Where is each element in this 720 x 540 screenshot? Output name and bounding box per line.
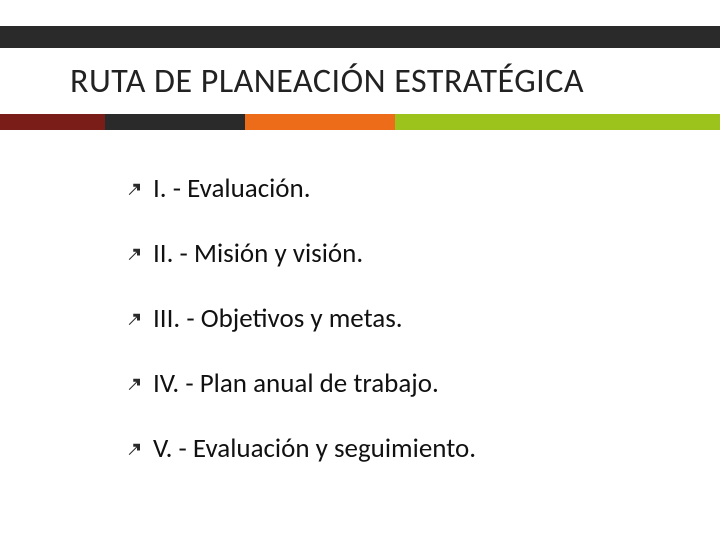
list-item: II. - Misión y visión. (125, 237, 476, 270)
list-item-text: V. - Evaluación y seguimiento. (153, 432, 476, 465)
arrow-up-right-icon (125, 245, 143, 263)
accent-segment-1 (105, 114, 245, 130)
list-item-text: III. - Objetivos y metas. (153, 302, 403, 335)
slide: RUTA DE PLANEACIÓN ESTRATÉGICA I. - Eval… (0, 0, 720, 540)
list-item: I. - Evaluación. (125, 172, 476, 205)
list-item: IV. - Plan anual de trabajo. (125, 367, 476, 400)
arrow-up-right-icon (125, 375, 143, 393)
header-top-band (0, 26, 720, 48)
list-item-text: IV. - Plan anual de trabajo. (153, 367, 439, 400)
accent-segment-2 (245, 114, 395, 130)
list-item: V. - Evaluación y seguimiento. (125, 432, 476, 465)
accent-color-strip (0, 114, 720, 130)
arrow-up-right-icon (125, 180, 143, 198)
accent-segment-3 (395, 114, 720, 130)
title-band: RUTA DE PLANEACIÓN ESTRATÉGICA (0, 48, 720, 114)
slide-title: RUTA DE PLANEACIÓN ESTRATÉGICA (70, 61, 584, 102)
list-item: III. - Objetivos y metas. (125, 302, 476, 335)
list-item-text: II. - Misión y visión. (153, 237, 363, 270)
accent-segment-0 (0, 114, 105, 130)
bullet-list: I. - Evaluación. II. - Misión y visión. II… (125, 172, 476, 497)
arrow-up-right-icon (125, 310, 143, 328)
arrow-up-right-icon (125, 440, 143, 458)
list-item-text: I. - Evaluación. (153, 172, 311, 205)
